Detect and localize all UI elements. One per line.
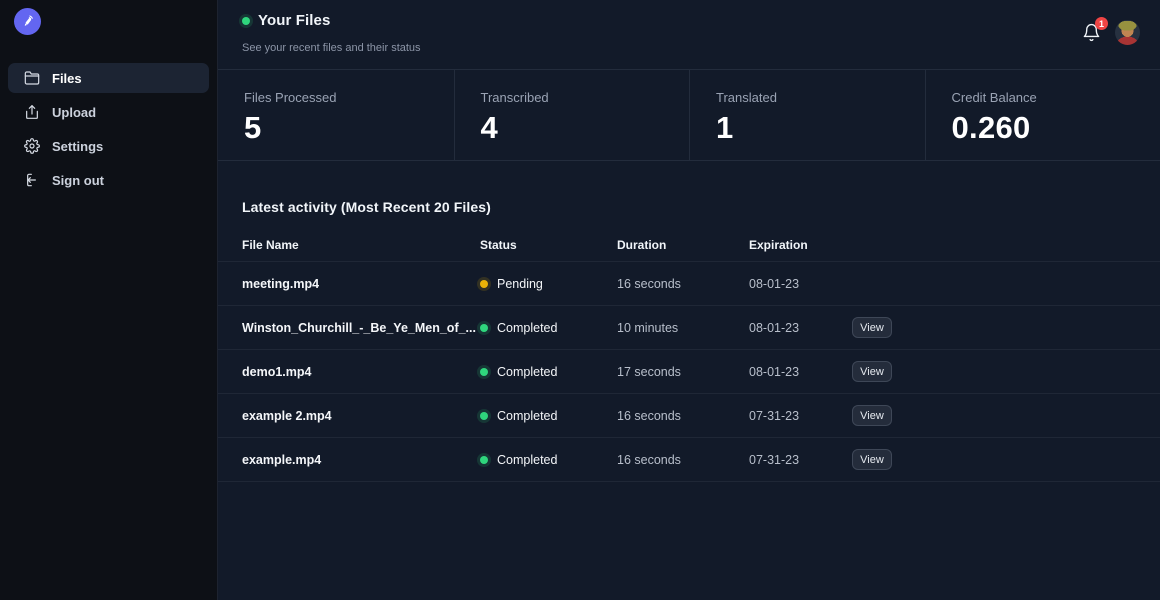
app-logo[interactable] bbox=[14, 8, 41, 35]
file-name-cell: example 2.mp4 bbox=[242, 408, 332, 423]
bell-icon bbox=[1082, 23, 1101, 42]
column-header-file-name: File Name bbox=[242, 238, 299, 252]
sidebar-nav: Files Upload Settings Sign out bbox=[8, 63, 209, 195]
stat-credit-balance: Credit Balance 0.260 bbox=[924, 70, 1160, 160]
status-dot bbox=[480, 367, 488, 376]
status-label: Completed bbox=[497, 364, 558, 379]
sidebar-item-label: Files bbox=[52, 70, 82, 86]
stat-label: Files Processed bbox=[244, 90, 337, 105]
file-name-cell: example.mp4 bbox=[242, 452, 322, 467]
table-row: example.mp4 Completed 16 seconds 07-31-2… bbox=[218, 438, 1160, 482]
stat-label: Credit Balance bbox=[951, 90, 1037, 105]
column-header-expiration: Expiration bbox=[749, 238, 808, 252]
status-label: Completed bbox=[497, 408, 558, 423]
stat-files-processed: Files Processed 5 bbox=[218, 70, 454, 160]
table-row: meeting.mp4 Pending 16 seconds 08-01-23 bbox=[218, 262, 1160, 306]
duration-cell: 16 seconds bbox=[617, 452, 681, 467]
table-row: demo1.mp4 Completed 17 seconds 08-01-23 … bbox=[218, 350, 1160, 394]
duration-cell: 16 seconds bbox=[617, 276, 681, 291]
view-button[interactable]: View bbox=[852, 317, 892, 338]
stats-row: Files Processed 5 Transcribed 4 Translat… bbox=[218, 69, 1160, 161]
table-header-row: File Name Status Duration Expiration bbox=[218, 229, 1160, 262]
view-button[interactable]: View bbox=[852, 405, 892, 426]
main-content: Your Files See your recent files and the… bbox=[218, 0, 1160, 600]
mic-pencil-icon bbox=[19, 13, 36, 30]
duration-cell: 16 seconds bbox=[617, 408, 681, 423]
file-name-cell: demo1.mp4 bbox=[242, 364, 312, 379]
stat-transcribed: Transcribed 4 bbox=[453, 70, 690, 160]
folder-icon bbox=[24, 70, 40, 86]
status-label: Pending bbox=[497, 276, 543, 291]
stat-value: 5 bbox=[244, 110, 262, 145]
sidebar-item-label: Sign out bbox=[52, 172, 104, 188]
column-header-duration: Duration bbox=[617, 238, 667, 252]
duration-cell: 17 seconds bbox=[617, 364, 681, 379]
file-name-cell: meeting.mp4 bbox=[242, 276, 320, 291]
user-avatar[interactable] bbox=[1115, 20, 1140, 45]
column-header-status: Status bbox=[480, 238, 517, 252]
status-dot bbox=[480, 279, 488, 288]
notifications-button[interactable]: 1 bbox=[1082, 17, 1108, 42]
notification-badge: 1 bbox=[1095, 17, 1108, 30]
sidebar-item-sign-out[interactable]: Sign out bbox=[8, 165, 209, 195]
expiration-cell: 07-31-23 bbox=[749, 408, 800, 423]
sidebar-item-settings[interactable]: Settings bbox=[8, 131, 209, 161]
stat-label: Transcribed bbox=[480, 90, 549, 105]
stat-value: 1 bbox=[716, 110, 734, 145]
status-label: Completed bbox=[497, 320, 558, 335]
sidebar-item-files[interactable]: Files bbox=[8, 63, 209, 93]
latest-activity-section: Latest activity (Most Recent 20 Files) F… bbox=[218, 161, 1160, 482]
activity-section-title: Latest activity (Most Recent 20 Files) bbox=[242, 199, 491, 215]
sidebar: Files Upload Settings Sign out bbox=[0, 0, 218, 600]
view-button[interactable]: View bbox=[852, 449, 892, 470]
stat-value: 0.260 bbox=[951, 110, 1031, 145]
sidebar-item-upload[interactable]: Upload bbox=[8, 97, 209, 127]
header-actions: 1 bbox=[1082, 17, 1140, 45]
file-name-cell: Winston_Churchill_-_Be_Ye_Men_of_... bbox=[242, 320, 476, 335]
table-row: Winston_Churchill_-_Be_Ye_Men_of_... Com… bbox=[218, 306, 1160, 350]
status-cell: Completed bbox=[480, 453, 617, 467]
expiration-cell: 08-01-23 bbox=[749, 320, 800, 335]
stat-translated: Translated 1 bbox=[689, 70, 925, 160]
status-dot bbox=[480, 411, 488, 420]
expiration-cell: 08-01-23 bbox=[749, 364, 800, 379]
status-dot bbox=[480, 323, 488, 332]
expiration-cell: 07-31-23 bbox=[749, 452, 800, 467]
table-row: example 2.mp4 Completed 16 seconds 07-31… bbox=[218, 394, 1160, 438]
gear-icon bbox=[24, 138, 40, 154]
status-cell: Completed bbox=[480, 321, 617, 335]
status-label: Completed bbox=[497, 452, 558, 467]
duration-cell: 10 minutes bbox=[617, 320, 679, 335]
expiration-cell: 08-01-23 bbox=[749, 276, 800, 291]
status-dot bbox=[480, 455, 488, 464]
online-status-dot bbox=[242, 16, 250, 25]
page-header: Your Files See your recent files and the… bbox=[218, 0, 1160, 69]
page-subtitle: See your recent files and their status bbox=[242, 42, 421, 54]
sidebar-item-label: Upload bbox=[52, 104, 97, 120]
view-button[interactable]: View bbox=[852, 361, 892, 382]
page-title: Your Files bbox=[258, 12, 331, 29]
status-cell: Completed bbox=[480, 365, 617, 379]
stat-value: 4 bbox=[480, 110, 499, 145]
status-cell: Pending bbox=[480, 277, 617, 291]
sidebar-item-label: Settings bbox=[52, 138, 104, 154]
upload-icon bbox=[24, 104, 40, 120]
stat-label: Translated bbox=[716, 90, 777, 105]
sign-out-icon bbox=[24, 172, 40, 188]
status-cell: Completed bbox=[480, 409, 617, 423]
